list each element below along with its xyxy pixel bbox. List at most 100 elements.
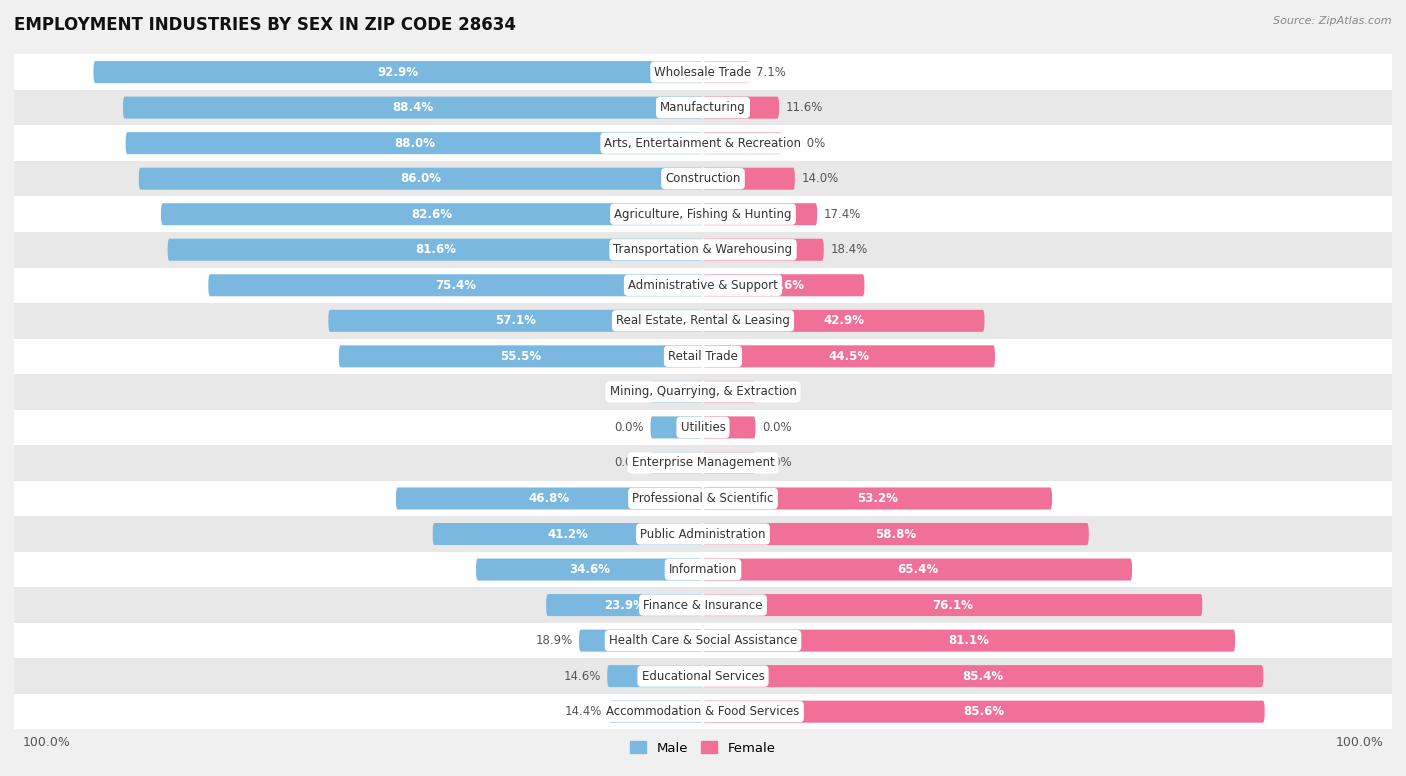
FancyBboxPatch shape [703, 523, 1088, 545]
Text: EMPLOYMENT INDUSTRIES BY SEX IN ZIP CODE 28634: EMPLOYMENT INDUSTRIES BY SEX IN ZIP CODE… [14, 16, 516, 33]
Text: 11.6%: 11.6% [786, 101, 823, 114]
Text: 58.8%: 58.8% [876, 528, 917, 541]
Text: Finance & Insurance: Finance & Insurance [644, 598, 762, 611]
FancyBboxPatch shape [703, 96, 779, 119]
Bar [14, 516, 1392, 552]
FancyBboxPatch shape [703, 487, 1052, 510]
FancyBboxPatch shape [703, 629, 1234, 652]
Bar [14, 268, 1392, 303]
Text: 24.6%: 24.6% [763, 279, 804, 292]
FancyBboxPatch shape [167, 239, 703, 261]
FancyBboxPatch shape [546, 594, 703, 616]
Text: 81.6%: 81.6% [415, 243, 456, 256]
FancyBboxPatch shape [703, 239, 824, 261]
Text: Mining, Quarrying, & Extraction: Mining, Quarrying, & Extraction [610, 386, 796, 398]
FancyBboxPatch shape [609, 701, 703, 722]
Text: 76.1%: 76.1% [932, 598, 973, 611]
Text: 18.4%: 18.4% [831, 243, 868, 256]
Text: Real Estate, Rental & Leasing: Real Estate, Rental & Leasing [616, 314, 790, 327]
Text: 42.9%: 42.9% [824, 314, 865, 327]
Text: Information: Information [669, 563, 737, 576]
Text: 85.4%: 85.4% [963, 670, 1004, 683]
Bar [14, 552, 1392, 587]
Text: 46.8%: 46.8% [529, 492, 569, 505]
Text: 65.4%: 65.4% [897, 563, 938, 576]
Text: 85.6%: 85.6% [963, 705, 1004, 718]
Text: 14.0%: 14.0% [801, 172, 838, 185]
Text: Arts, Entertainment & Recreation: Arts, Entertainment & Recreation [605, 137, 801, 150]
Text: 44.5%: 44.5% [828, 350, 869, 363]
Bar [14, 694, 1392, 729]
FancyBboxPatch shape [607, 665, 703, 688]
Bar [14, 90, 1392, 126]
Text: Educational Services: Educational Services [641, 670, 765, 683]
Text: Manufacturing: Manufacturing [661, 101, 745, 114]
Text: 17.4%: 17.4% [824, 208, 860, 220]
Text: 14.4%: 14.4% [565, 705, 602, 718]
FancyBboxPatch shape [651, 452, 703, 474]
FancyBboxPatch shape [125, 132, 703, 154]
FancyBboxPatch shape [477, 559, 703, 580]
Text: 7.1%: 7.1% [756, 66, 786, 78]
Text: 81.1%: 81.1% [949, 634, 990, 647]
Bar [14, 196, 1392, 232]
FancyBboxPatch shape [703, 665, 1264, 688]
Text: 34.6%: 34.6% [569, 563, 610, 576]
Bar [14, 410, 1392, 445]
Text: 18.9%: 18.9% [536, 634, 572, 647]
FancyBboxPatch shape [703, 61, 749, 83]
FancyBboxPatch shape [396, 487, 703, 510]
Text: Agriculture, Fishing & Hunting: Agriculture, Fishing & Hunting [614, 208, 792, 220]
Text: 0.0%: 0.0% [762, 421, 792, 434]
FancyBboxPatch shape [579, 629, 703, 652]
Bar [14, 54, 1392, 90]
FancyBboxPatch shape [703, 132, 782, 154]
FancyBboxPatch shape [651, 381, 703, 403]
FancyBboxPatch shape [703, 310, 984, 332]
FancyBboxPatch shape [433, 523, 703, 545]
FancyBboxPatch shape [703, 274, 865, 296]
Text: Enterprise Management: Enterprise Management [631, 456, 775, 469]
Text: 53.2%: 53.2% [858, 492, 898, 505]
Text: Public Administration: Public Administration [640, 528, 766, 541]
Text: 0.0%: 0.0% [614, 386, 644, 398]
Text: Administrative & Support: Administrative & Support [628, 279, 778, 292]
FancyBboxPatch shape [703, 345, 995, 367]
Text: Health Care & Social Assistance: Health Care & Social Assistance [609, 634, 797, 647]
Text: 0.0%: 0.0% [762, 456, 792, 469]
Bar [14, 338, 1392, 374]
Bar [14, 480, 1392, 516]
FancyBboxPatch shape [162, 203, 703, 225]
Text: 0.0%: 0.0% [762, 386, 792, 398]
Bar [14, 658, 1392, 694]
FancyBboxPatch shape [703, 452, 755, 474]
FancyBboxPatch shape [703, 559, 1132, 580]
Bar [14, 623, 1392, 658]
Text: 75.4%: 75.4% [434, 279, 477, 292]
Text: 0.0%: 0.0% [614, 421, 644, 434]
Text: Construction: Construction [665, 172, 741, 185]
Text: 86.0%: 86.0% [401, 172, 441, 185]
Text: Professional & Scientific: Professional & Scientific [633, 492, 773, 505]
FancyBboxPatch shape [329, 310, 703, 332]
Text: Retail Trade: Retail Trade [668, 350, 738, 363]
Legend: Male, Female: Male, Female [626, 736, 780, 760]
Text: 57.1%: 57.1% [495, 314, 536, 327]
FancyBboxPatch shape [703, 203, 817, 225]
Text: 88.4%: 88.4% [392, 101, 433, 114]
Text: 14.6%: 14.6% [564, 670, 600, 683]
Text: Transportation & Warehousing: Transportation & Warehousing [613, 243, 793, 256]
Text: Utilities: Utilities [681, 421, 725, 434]
FancyBboxPatch shape [703, 381, 755, 403]
Text: Source: ZipAtlas.com: Source: ZipAtlas.com [1274, 16, 1392, 26]
FancyBboxPatch shape [93, 61, 703, 83]
Text: 88.0%: 88.0% [394, 137, 434, 150]
Bar [14, 303, 1392, 338]
Text: 82.6%: 82.6% [412, 208, 453, 220]
Text: Wholesale Trade: Wholesale Trade [654, 66, 752, 78]
Bar [14, 161, 1392, 196]
FancyBboxPatch shape [139, 168, 703, 189]
Text: 0.0%: 0.0% [614, 456, 644, 469]
FancyBboxPatch shape [122, 96, 703, 119]
Text: 12.0%: 12.0% [789, 137, 825, 150]
